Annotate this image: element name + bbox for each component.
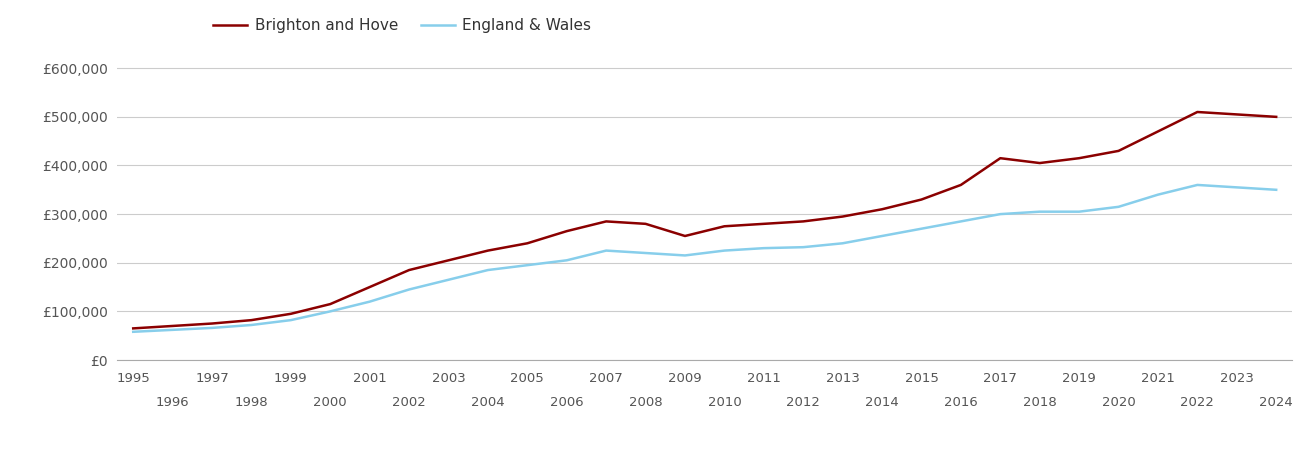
Text: 2000: 2000 xyxy=(313,396,347,409)
England & Wales xyxy=(1229,184,1245,190)
Line: Brighton and Hove: Brighton and Hove xyxy=(133,112,1276,328)
Brighton and Hove xyxy=(1229,112,1245,117)
Text: 1996: 1996 xyxy=(155,396,189,409)
England & Wales xyxy=(441,277,457,283)
Text: 2021: 2021 xyxy=(1141,372,1174,385)
England & Wales xyxy=(1111,204,1126,210)
Text: 2008: 2008 xyxy=(629,396,663,409)
Text: 2002: 2002 xyxy=(393,396,425,409)
England & Wales xyxy=(913,226,929,231)
Brighton and Hove xyxy=(913,197,929,202)
England & Wales xyxy=(480,267,496,273)
Brighton and Hove xyxy=(1150,129,1165,134)
Brighton and Hove xyxy=(441,257,457,263)
Text: 2017: 2017 xyxy=(984,372,1017,385)
England & Wales xyxy=(598,248,613,253)
Text: 2007: 2007 xyxy=(590,372,622,385)
Text: 2023: 2023 xyxy=(1220,372,1254,385)
England & Wales xyxy=(796,244,812,250)
Brighton and Hove xyxy=(204,321,219,326)
Brighton and Hove xyxy=(993,156,1009,161)
Brighton and Hove xyxy=(638,221,654,226)
Text: 2011: 2011 xyxy=(746,372,780,385)
England & Wales xyxy=(1190,182,1206,188)
Brighton and Hove xyxy=(283,311,299,316)
England & Wales xyxy=(204,325,219,331)
Text: 2004: 2004 xyxy=(471,396,505,409)
Text: 2022: 2022 xyxy=(1181,396,1214,409)
Text: 2020: 2020 xyxy=(1101,396,1135,409)
Brighton and Hove xyxy=(1190,109,1206,115)
England & Wales xyxy=(244,322,260,328)
Text: 1998: 1998 xyxy=(235,396,269,409)
Text: 2013: 2013 xyxy=(826,372,860,385)
Brighton and Hove xyxy=(1111,148,1126,153)
England & Wales xyxy=(716,248,732,253)
Text: 2016: 2016 xyxy=(944,396,977,409)
Text: 2024: 2024 xyxy=(1259,396,1293,409)
Brighton and Hove xyxy=(1071,156,1087,161)
Brighton and Hove xyxy=(716,224,732,229)
England & Wales xyxy=(993,212,1009,217)
England & Wales xyxy=(164,327,180,333)
Text: 2010: 2010 xyxy=(707,396,741,409)
Brighton and Hove xyxy=(244,317,260,323)
England & Wales xyxy=(283,317,299,323)
Brighton and Hove xyxy=(164,323,180,328)
England & Wales xyxy=(401,287,416,292)
Text: 1995: 1995 xyxy=(116,372,150,385)
England & Wales xyxy=(1032,209,1048,214)
Brighton and Hove xyxy=(598,219,613,224)
England & Wales xyxy=(953,219,968,224)
Brighton and Hove xyxy=(796,219,812,224)
Brighton and Hove xyxy=(125,326,141,331)
Brighton and Hove xyxy=(519,241,535,246)
Brighton and Hove xyxy=(677,233,693,238)
England & Wales xyxy=(519,262,535,268)
Text: 2014: 2014 xyxy=(865,396,899,409)
England & Wales xyxy=(874,233,890,238)
Brighton and Hove xyxy=(756,221,771,226)
Text: 2012: 2012 xyxy=(787,396,820,409)
Text: 1997: 1997 xyxy=(196,372,228,385)
Text: 2009: 2009 xyxy=(668,372,702,385)
Brighton and Hove xyxy=(480,248,496,253)
England & Wales xyxy=(1071,209,1087,214)
Brighton and Hove xyxy=(1268,114,1284,120)
England & Wales xyxy=(835,241,851,246)
Brighton and Hove xyxy=(874,207,890,212)
England & Wales xyxy=(677,253,693,258)
England & Wales xyxy=(638,250,654,256)
England & Wales xyxy=(1150,192,1165,198)
England & Wales xyxy=(361,299,377,304)
Text: 2001: 2001 xyxy=(352,372,386,385)
Text: 2018: 2018 xyxy=(1023,396,1057,409)
Legend: Brighton and Hove, England & Wales: Brighton and Hove, England & Wales xyxy=(207,12,598,39)
Brighton and Hove xyxy=(953,182,968,188)
Text: 2006: 2006 xyxy=(549,396,583,409)
England & Wales xyxy=(756,245,771,251)
Brighton and Hove xyxy=(835,214,851,219)
England & Wales xyxy=(322,309,338,314)
England & Wales xyxy=(1268,187,1284,193)
Text: 2019: 2019 xyxy=(1062,372,1096,385)
Brighton and Hove xyxy=(361,284,377,290)
England & Wales xyxy=(125,329,141,334)
Brighton and Hove xyxy=(559,229,574,234)
Brighton and Hove xyxy=(1032,160,1048,166)
Text: 2005: 2005 xyxy=(510,372,544,385)
Text: 2015: 2015 xyxy=(904,372,938,385)
Brighton and Hove xyxy=(322,302,338,307)
Text: 1999: 1999 xyxy=(274,372,308,385)
England & Wales xyxy=(559,257,574,263)
Brighton and Hove xyxy=(401,267,416,273)
Line: England & Wales: England & Wales xyxy=(133,185,1276,332)
Text: 2003: 2003 xyxy=(432,372,466,385)
